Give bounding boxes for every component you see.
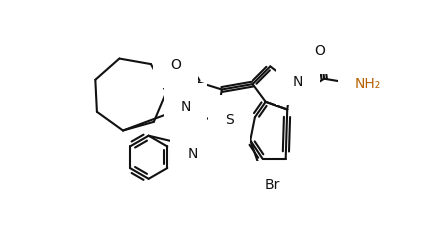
Text: N: N [293,75,303,89]
Text: S: S [225,112,234,126]
Text: N: N [180,100,191,114]
Text: Br: Br [264,178,280,191]
Text: O: O [170,58,181,72]
Text: NH₂: NH₂ [355,77,381,91]
Text: O: O [314,44,325,58]
Text: N: N [187,146,198,160]
